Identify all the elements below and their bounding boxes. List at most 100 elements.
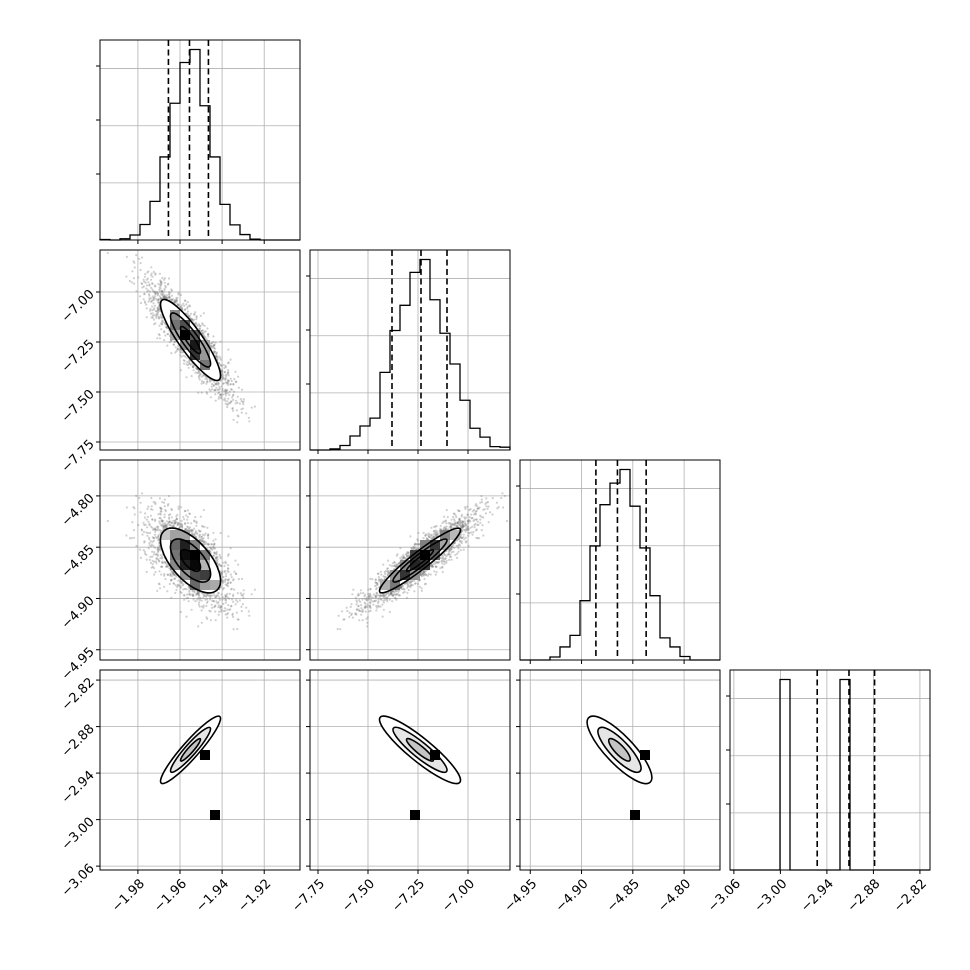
sample-point xyxy=(142,298,145,301)
sample-point xyxy=(217,563,221,567)
sample-point xyxy=(240,408,243,411)
sample-point xyxy=(154,571,157,574)
sample-point xyxy=(236,401,239,404)
sample-point xyxy=(240,605,243,609)
sample-point xyxy=(214,383,217,386)
sample-point xyxy=(150,300,153,303)
sample-point xyxy=(222,393,225,396)
sample-point xyxy=(184,308,187,311)
sample-point xyxy=(157,309,160,313)
sample-point xyxy=(164,284,167,287)
sample-point xyxy=(206,333,210,336)
sample-point xyxy=(218,596,221,599)
sample-point xyxy=(181,307,184,310)
sample-point xyxy=(213,389,216,392)
sample-point xyxy=(183,355,187,358)
sample-point xyxy=(156,307,159,310)
sample-point xyxy=(180,525,184,528)
sample-point xyxy=(149,531,152,535)
sample-point xyxy=(235,380,238,384)
sample-point xyxy=(381,615,384,618)
sample-point xyxy=(157,298,160,301)
sample-point xyxy=(224,599,227,602)
sample-point xyxy=(198,373,201,376)
sample-point xyxy=(155,557,158,561)
sample-point xyxy=(152,296,155,299)
sample-point xyxy=(185,303,188,306)
sample-point xyxy=(180,304,183,307)
sample-point xyxy=(228,592,231,596)
sample-point xyxy=(156,312,159,315)
sample-point xyxy=(159,315,162,319)
sample-point xyxy=(188,314,191,317)
sample-point xyxy=(226,403,229,406)
sample-point xyxy=(487,521,490,524)
sample-point xyxy=(151,295,154,298)
sample-point xyxy=(197,323,200,326)
sample-point xyxy=(148,284,151,287)
sample-point xyxy=(201,539,204,542)
sample-point xyxy=(153,307,156,310)
sample-point xyxy=(141,286,144,289)
sample-point xyxy=(185,597,188,600)
sample-point xyxy=(219,340,222,343)
sample-point xyxy=(228,597,231,600)
sample-point xyxy=(229,402,232,405)
sample-point xyxy=(106,251,109,255)
histogram-bars-3 xyxy=(520,468,720,661)
sample-point xyxy=(200,621,203,624)
sample-point xyxy=(130,537,133,540)
sample-point xyxy=(199,324,202,328)
sample-point xyxy=(233,390,236,393)
sample-point xyxy=(158,295,161,298)
sample-point xyxy=(139,262,142,265)
sample-point xyxy=(158,288,161,291)
sample-point xyxy=(183,308,186,311)
sample-point xyxy=(236,395,239,398)
sample-point xyxy=(232,418,235,421)
sample-point xyxy=(139,501,142,504)
sample-point xyxy=(195,524,198,527)
sample-point xyxy=(164,577,167,581)
sample-point xyxy=(138,548,142,551)
sample-point xyxy=(237,563,240,566)
sample-point xyxy=(163,331,166,334)
sample-point xyxy=(218,387,221,391)
sample-point xyxy=(177,291,180,294)
sample-point xyxy=(174,301,177,304)
sample-point xyxy=(462,533,465,536)
sample-point xyxy=(214,619,217,622)
sample-point xyxy=(198,327,201,330)
sample-point xyxy=(144,301,147,304)
sample-point xyxy=(223,371,226,374)
sample-point xyxy=(165,296,168,299)
sample-point xyxy=(200,391,203,394)
sample-point xyxy=(206,600,209,603)
sample-point xyxy=(185,615,188,618)
sample-point xyxy=(175,299,178,302)
sample-point xyxy=(170,298,173,301)
sample-point xyxy=(215,352,218,355)
sample-point xyxy=(170,298,173,301)
sample-point xyxy=(175,517,178,521)
sample-point xyxy=(225,373,228,376)
sample-point xyxy=(231,598,234,601)
sample-point xyxy=(213,551,216,554)
sample-point xyxy=(201,533,204,536)
sample-point xyxy=(163,287,166,290)
sample-point xyxy=(163,505,166,508)
sample-point xyxy=(175,350,178,353)
sample-point xyxy=(202,374,205,377)
sample-point xyxy=(232,393,235,396)
panel-frame xyxy=(309,249,511,451)
sample-point xyxy=(217,397,220,400)
sample-point xyxy=(209,396,212,399)
sample-point xyxy=(175,299,178,302)
sample-point xyxy=(242,400,245,403)
sample-point xyxy=(170,288,173,291)
sample-point xyxy=(158,337,162,340)
sample-point xyxy=(232,383,235,386)
sample-point xyxy=(151,536,154,539)
sample-point xyxy=(204,330,207,333)
sample-point xyxy=(141,533,144,536)
